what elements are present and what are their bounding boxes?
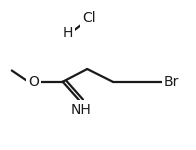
Text: Cl: Cl <box>82 11 96 25</box>
Text: H: H <box>63 26 73 40</box>
Text: O: O <box>28 75 39 89</box>
Text: NH: NH <box>71 102 92 117</box>
Text: Br: Br <box>164 75 179 89</box>
